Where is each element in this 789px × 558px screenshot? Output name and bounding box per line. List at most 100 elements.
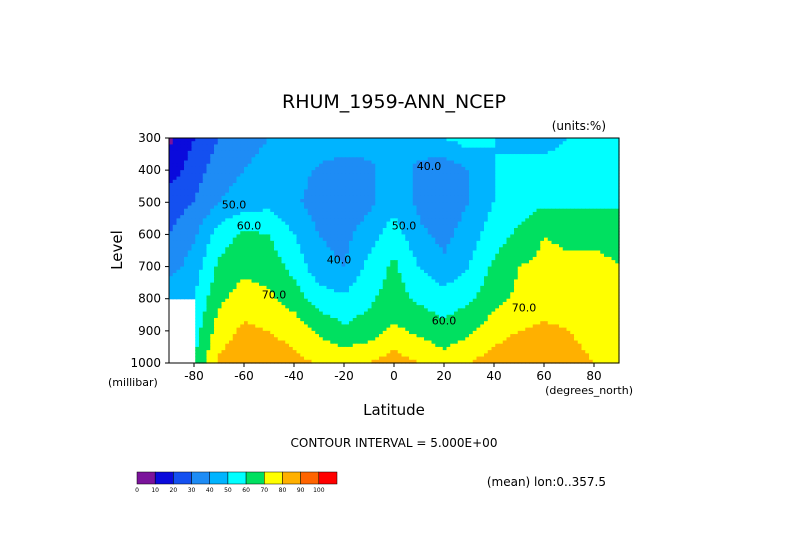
contour-cell: [559, 256, 564, 261]
contour-cell: [454, 189, 459, 194]
contour-cell: [277, 173, 283, 178]
contour-cell: [206, 263, 211, 268]
contour-cell: [240, 253, 245, 258]
contour-cell: [214, 147, 219, 152]
contour-cell: [251, 154, 256, 158]
contour-cell: [544, 221, 549, 226]
contour-cell: [266, 163, 271, 168]
contour-cell: [405, 250, 410, 255]
contour-cell: [581, 166, 586, 171]
contour-cell: [345, 253, 350, 258]
contour-cell: [390, 154, 395, 158]
contour-cell: [345, 218, 350, 223]
contour-cell: [270, 263, 275, 268]
contour-cell: [236, 199, 241, 203]
contour-cell: [476, 183, 481, 187]
contour-cell: [255, 183, 260, 187]
contour-cell: [611, 224, 616, 229]
contour-cell: [341, 237, 346, 242]
contour-cell: [356, 266, 361, 271]
contour-cell: [274, 183, 279, 187]
contour-cell: [289, 211, 294, 216]
contour-cell: [221, 240, 226, 245]
contour-cell: [607, 166, 613, 171]
contour-cell: [221, 141, 226, 146]
contour-cell: [334, 263, 339, 268]
contour-cell: [262, 224, 268, 229]
contour-cell: [577, 157, 583, 162]
contour-cell: [454, 205, 459, 210]
contour-cell: [540, 173, 545, 178]
contour-cell: [585, 147, 590, 152]
contour-cell: [412, 199, 418, 203]
contour-cell: [592, 253, 598, 258]
contour-cell: [349, 263, 354, 268]
contour-cell: [615, 218, 620, 223]
contour-cell: [292, 218, 298, 223]
contour-cell: [454, 176, 459, 181]
contour-cell: [180, 183, 185, 187]
contour-cell: [596, 237, 601, 242]
contour-cell: [232, 269, 238, 274]
contour-cell: [450, 256, 455, 261]
contour-cell: [379, 244, 384, 248]
contour-cell: [176, 240, 181, 245]
contour-cell: [330, 170, 335, 174]
contour-cell: [506, 202, 511, 207]
contour-cell: [499, 260, 504, 264]
contour-cell: [469, 179, 474, 184]
contour-cell: [199, 208, 204, 213]
contour-cell: [315, 221, 320, 226]
contour-cell: [232, 263, 238, 268]
contour-cell: [210, 211, 215, 216]
contour-cell: [296, 231, 301, 236]
contour-cell: [266, 166, 271, 171]
contour-cell: [529, 247, 534, 252]
contour-cell: [439, 144, 444, 149]
contour-cell: [296, 240, 301, 245]
contour-cell: [450, 199, 455, 203]
contour-cell: [529, 208, 534, 213]
contour-cell: [349, 256, 354, 261]
contour-cell: [296, 208, 301, 213]
contour-cell: [349, 240, 354, 245]
contour-cell: [427, 231, 433, 236]
contour-cell: [334, 228, 339, 232]
contour-cell: [307, 218, 313, 223]
contour-cell: [401, 263, 406, 268]
contour-cell: [529, 160, 534, 165]
contour-cell: [274, 231, 279, 236]
contour-cell: [446, 192, 451, 197]
contour-cell: [574, 221, 579, 226]
contour-cell: [229, 244, 234, 248]
contour-cell: [469, 256, 474, 261]
contour-cell: [446, 166, 451, 171]
contour-cell: [536, 144, 541, 149]
contour-cell: [581, 263, 586, 268]
contour-cell: [577, 189, 583, 194]
contour-cell: [367, 202, 373, 207]
contour-cell: [255, 244, 260, 248]
contour-cell: [229, 253, 234, 258]
contour-cell: [439, 250, 444, 255]
contour-cell: [394, 221, 399, 226]
contour-cell: [551, 234, 556, 239]
contour-cell: [495, 144, 500, 149]
contour-cell: [454, 195, 459, 200]
contour-cell: [472, 166, 478, 171]
contour-cell: [184, 192, 189, 197]
contour-cell: [611, 218, 616, 223]
contour-cell: [244, 192, 249, 197]
contour-cell: [352, 231, 358, 236]
contour-cell: [457, 166, 463, 171]
contour-cell: [409, 244, 414, 248]
contour-cell: [184, 256, 189, 261]
contour-cell: [285, 218, 290, 223]
contour-cell: [195, 150, 200, 155]
contour-cell: [307, 237, 313, 242]
contour-cell: [307, 205, 313, 210]
contour-cell: [232, 160, 238, 165]
contour-cell: [540, 263, 545, 268]
contour-cell: [604, 266, 609, 271]
contour-cell: [195, 166, 200, 171]
